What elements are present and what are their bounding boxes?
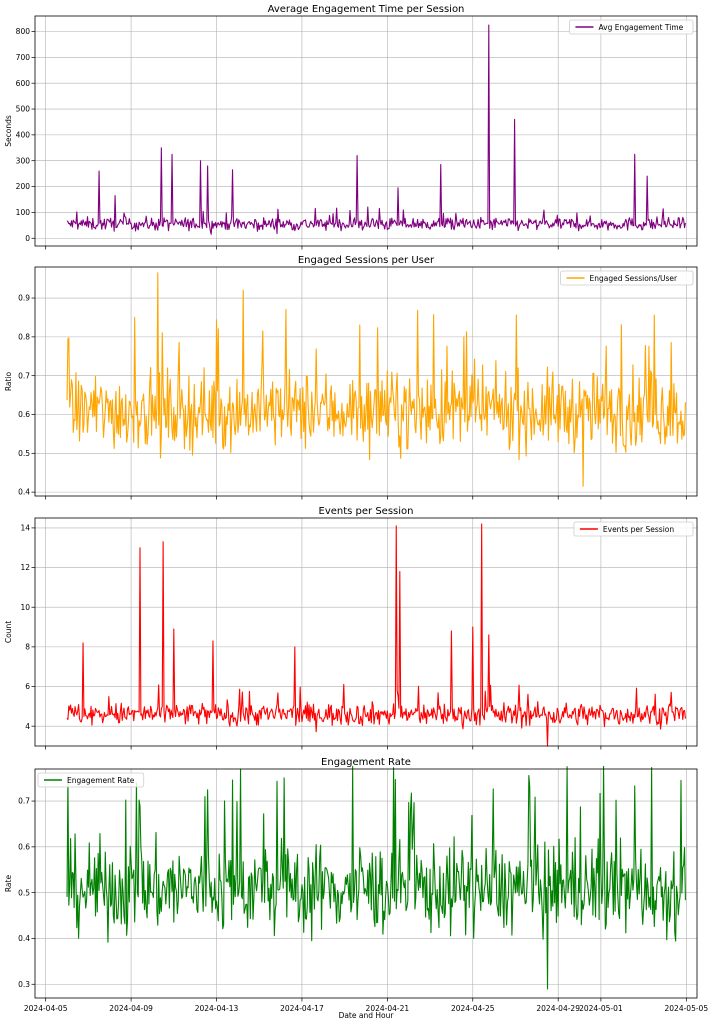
y-tick-label: 14: [20, 524, 30, 533]
x-tick-label: 2024-04-09: [109, 1004, 153, 1013]
legend-box: [560, 270, 694, 286]
y-tick-label: 0.7: [18, 797, 30, 806]
y-tick-label: 0.4: [18, 488, 30, 497]
chart-title: Average Engagement Time per Session: [268, 4, 465, 15]
y-tick-label: 400: [16, 130, 31, 139]
plot-area: [35, 769, 697, 998]
y-tick-label: 0.9: [18, 294, 30, 303]
legend: Engagement Rate: [37, 772, 145, 788]
y-tick-label: 10: [20, 603, 30, 612]
x-tick-label: 2024-05-01: [579, 1004, 623, 1013]
y-tick-label: 8: [25, 642, 30, 651]
x-tick-label: 2024-04-17: [280, 1004, 324, 1013]
plot-frame: [34, 768, 698, 999]
x-axis-label: Date and Hour: [339, 1011, 395, 1020]
y-tick-label: 0.4: [18, 934, 30, 943]
y-tick-label: 0.7: [18, 371, 30, 380]
y-tick-label: 600: [16, 79, 31, 88]
chart-panel-1: 0 100 200 300 400 500 600 700 800 Average Engagem…: [4, 4, 698, 250]
legend: Engaged Sessions/User: [560, 270, 694, 286]
y-tick-label: 0: [25, 234, 30, 243]
plot-frame: [34, 517, 698, 747]
legend-label: Events per Session: [603, 525, 674, 534]
y-tick-label: 0.6: [18, 842, 30, 851]
y-tick-label: 0.5: [18, 888, 30, 897]
y-axis-label: Seconds: [4, 115, 13, 147]
chart-title: Engagement Rate: [321, 757, 411, 768]
x-tick-label: 2024-05-05: [665, 1004, 709, 1013]
y-tick-label: 0.5: [18, 449, 30, 458]
plot-frame: [34, 266, 698, 497]
plot-area: [35, 16, 697, 246]
y-tick-label: 500: [16, 105, 31, 114]
legend: Avg Engagement Time: [569, 19, 694, 35]
legend-label: Avg Engagement Time: [598, 23, 683, 32]
plot-area: [35, 518, 697, 746]
chart-panel-2: 0.4 0.5 0.6 0.7 0.8 0.9 Engaged Sessions per U…: [4, 255, 698, 500]
y-tick-label: 0.8: [18, 332, 30, 341]
y-tick-label: 700: [16, 53, 31, 62]
y-tick-label: 0.6: [18, 410, 30, 419]
y-tick-label: 800: [16, 27, 31, 36]
legend-box: [569, 19, 694, 35]
chart-title: Engaged Sessions per User: [298, 255, 435, 266]
legend-label: Engagement Rate: [67, 776, 135, 785]
legend-label: Engaged Sessions/User: [590, 274, 678, 283]
y-axis-label: Rate: [4, 875, 13, 893]
plot-frame: [34, 15, 698, 247]
series-line-1: [66, 24, 686, 235]
y-tick-label: 4: [25, 722, 30, 731]
legend-box: [37, 772, 145, 788]
y-axis-label: Count: [4, 621, 13, 643]
legend-box: [573, 521, 694, 537]
x-tick-label: 2024-04-21: [366, 1004, 410, 1013]
chart-panel-3: 4 6 8 10 12 14 Events per Session Count Events p…: [4, 506, 698, 750]
chart-panel-4: 2024-04-05 2024-04-09 2024-04-13 2024-04-17…: [4, 757, 708, 1020]
plot-area: [35, 267, 697, 496]
chart-title: Events per Session: [319, 506, 414, 517]
x-tick-label: 2024-04-29: [536, 1004, 580, 1013]
x-tick-label: 2024-04-05: [24, 1004, 68, 1013]
y-tick-label: 200: [16, 182, 31, 191]
y-axis-label: Ratio: [4, 371, 13, 391]
y-tick-label: 6: [25, 682, 30, 691]
y-tick-label: 0.3: [18, 980, 30, 989]
x-tick-label: 2024-04-13: [195, 1004, 239, 1013]
series-line-1: [66, 765, 686, 990]
legend: Events per Session: [573, 521, 694, 537]
y-tick-label: 300: [16, 156, 31, 165]
y-tick-label: 100: [16, 208, 31, 217]
x-tick-label: 2024-04-25: [451, 1004, 495, 1013]
series-line-1: [66, 272, 686, 487]
y-tick-label: 12: [20, 563, 30, 572]
series-line-1: [66, 523, 686, 747]
